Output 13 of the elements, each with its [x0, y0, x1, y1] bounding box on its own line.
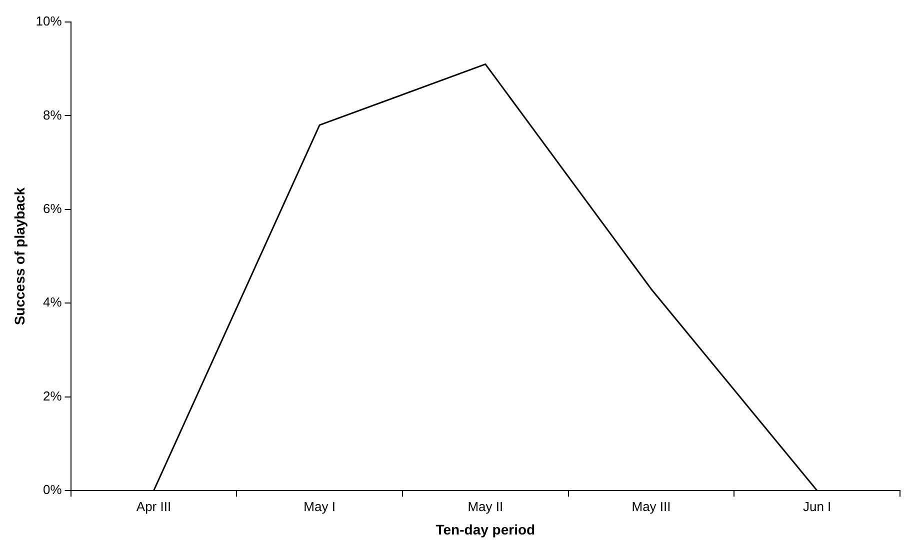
x-tick-label: Jun I [802, 498, 832, 514]
x-tick-label: Apr III [136, 498, 172, 514]
x-tick-label: May III [632, 498, 671, 514]
y-tick-label: 2% [43, 388, 62, 404]
y-tick-label: 0% [43, 482, 62, 498]
y-tick-label: 6% [43, 201, 62, 216]
x-axis-title: Ten-day period [436, 521, 536, 538]
y-axis-title: Success of playback [11, 187, 28, 326]
y-tick-label: 4% [43, 294, 62, 310]
y-tick-label: 8% [43, 107, 62, 122]
x-tick-label: May II [468, 498, 504, 514]
x-tick-label: May I [304, 498, 336, 514]
y-tick-label: 10% [36, 14, 62, 29]
